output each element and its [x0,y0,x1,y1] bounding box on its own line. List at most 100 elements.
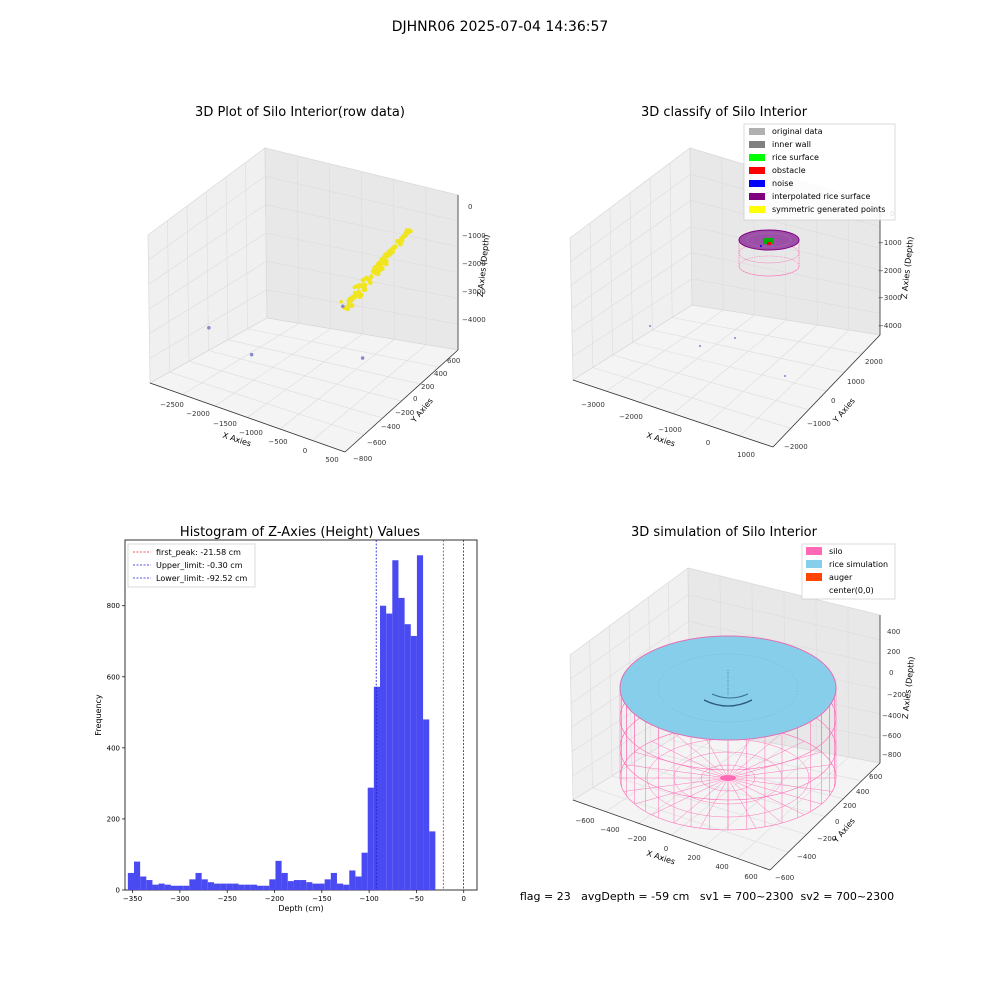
legend-swatch-auger [806,573,822,581]
legend-swatch-symmetric [749,206,765,213]
p4-ztick: −800 [882,751,901,759]
histogram-bar [404,624,411,890]
histogram-xlabel: Depth (cm) [278,904,323,913]
histogram-lines [375,540,464,890]
histogram-bar [250,884,257,890]
histogram-bar [336,883,344,890]
histogram-bar [330,872,337,890]
histogram-bar [133,861,141,890]
panel4-z-ticks: −800 −600 −400 −200 0 200 400 [882,628,906,759]
panel2-sparse-points [649,325,786,377]
grid-line [672,317,863,354]
histogram-bar [312,883,319,890]
panel1-title: 3D Plot of Silo Interior(row data) [195,105,405,120]
histogram-bar [355,876,362,890]
p4-ztick: −600 [882,732,901,740]
p1-ztick: 0 [468,203,472,211]
panel4-x-axis-line [572,799,771,871]
legend-label-upper-limit: Upper_limit: -0.30 cm [156,561,243,570]
panel2-y-axis-line [772,334,881,448]
p1-ytick: −400 [381,423,400,431]
silo-floor-center [720,775,736,781]
panel4-zlabel: Z Axies (Depth) [901,656,917,719]
legend-label-original: original data [772,127,823,136]
p2-ytick: −2000 [784,443,808,451]
histogram-xtick-label: 0 [462,895,466,903]
legend-swatch-inner-wall [749,141,765,148]
histogram-xtick-label: −300 [170,895,189,903]
panel2-z-ticks: −4000 −3000 −2000 −1000 0 [878,210,902,330]
histogram-y-ticks: 0 200 400 600 800 [107,602,125,895]
p4-ytick: 400 [856,788,869,796]
legend-swatch-silo [806,547,822,555]
histogram-ytick-label: 200 [107,815,120,823]
histogram-bar [300,880,307,890]
panel2-rice-surface-points [763,238,773,244]
rice-dip-shadow-inner [711,693,749,699]
legend-label-rice-simulation: rice simulation [829,560,888,569]
panel1-x-axis-line [149,382,346,453]
legend-label-obstacle: obstacle [772,166,806,175]
panel2-obstacle-points [767,242,771,245]
histogram-bar [189,879,196,890]
p1-ytick: −800 [353,455,372,463]
p4-ztick: 400 [887,628,900,636]
raw-point [360,356,365,360]
histogram-bar [183,885,190,890]
raw-point [401,234,406,240]
p2-ztick: −1000 [878,239,902,247]
histogram-bar [201,879,208,890]
panel1-grid [148,155,459,441]
raw-point [361,285,367,291]
histogram-bar [164,884,171,890]
p4-ytick: −400 [797,853,816,861]
panel1-y-axis-line [344,349,459,453]
raw-point [405,229,411,235]
histogram-bar [398,597,405,890]
raw-point [360,277,366,283]
p4-xtick: 0 [664,845,668,853]
legend-label-first-peak: first_peak: -21.58 cm [156,548,241,557]
histogram-bar [263,885,270,890]
panel2-point [734,337,736,339]
histogram-bar [226,883,233,890]
histogram-bar [146,880,153,890]
panel2-legend-box [743,123,896,221]
panel2-x-axis-line [572,379,774,448]
p4-ytick: 200 [843,802,856,810]
histogram-bar [220,883,227,890]
p4-ytick: −600 [775,874,794,882]
raw-point [339,299,344,304]
histogram-bar [170,885,178,890]
grid-line [148,176,266,260]
legend-label-interpolated: interpolated rice surface [772,192,870,201]
histogram-bar [349,870,356,890]
p1-xtick: −2500 [160,401,184,409]
histogram-bar [423,719,430,890]
legend-label-inner-wall: inner wall [772,140,811,149]
histogram-xtick-label: −350 [123,895,142,903]
p4-ytick: 0 [835,818,839,826]
panel2-grid [570,157,881,437]
panel2-silo-bottom [738,255,800,277]
p1-xtick: −1000 [239,429,263,437]
p4-xtick: 200 [687,854,700,862]
p1-xtick: −500 [268,438,287,446]
legend-label-noise: noise [772,179,793,188]
p1-ytick: −200 [395,409,414,417]
legend-swatch-interpolated [749,193,765,200]
legend-label-lower-limit: Lower_limit: -92.52 cm [156,574,248,583]
histogram-bar [373,686,381,890]
raw-point [372,267,378,273]
legend-swatch-obstacle [749,167,765,174]
histogram-ytick-label: 600 [107,673,120,681]
raw-point [375,271,381,277]
raw-point [377,264,382,270]
p1-ytick: 0 [413,395,417,403]
p2-ytick: 0 [831,397,835,405]
grid-line [265,176,459,222]
histogram-xtick-label: −100 [360,895,379,903]
grid-line [688,594,881,640]
legend-label-center: center(0,0) [829,586,874,595]
histogram-bar [380,605,387,890]
